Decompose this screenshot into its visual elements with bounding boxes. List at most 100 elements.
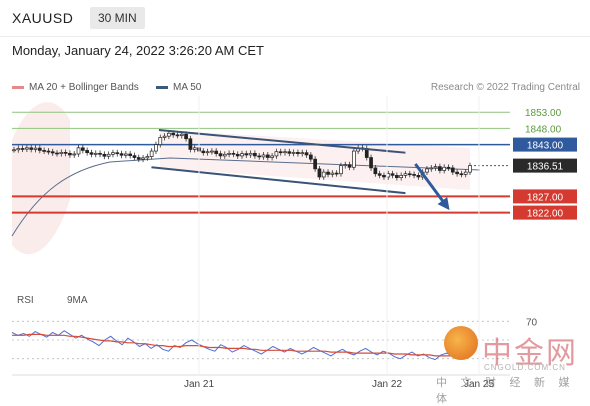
- bollinger-band-left: [12, 102, 70, 255]
- x-tick-label: Jan 21: [184, 379, 214, 390]
- candle-body: [261, 154, 266, 158]
- candle-body: [136, 157, 141, 160]
- candle-body: [416, 175, 421, 178]
- candle-body: [235, 153, 240, 157]
- candle-body: [351, 150, 356, 168]
- candle-body: [102, 153, 107, 157]
- candle-body: [274, 151, 279, 157]
- candle-body: [145, 156, 150, 159]
- legend-ma50: MA 50: [156, 82, 201, 93]
- candle-body: [210, 150, 214, 153]
- candle-body: [326, 171, 330, 175]
- candle-body: [317, 168, 322, 178]
- candle-body: [55, 152, 59, 155]
- candle-body: [154, 144, 158, 152]
- candle-body: [179, 133, 184, 136]
- current-price-label: 1836.51: [527, 162, 564, 173]
- candle-body: [240, 153, 244, 157]
- candle-body: [253, 152, 257, 157]
- legend-ma20-label: MA 20 + Bollinger Bands: [29, 82, 139, 93]
- candle-body: [412, 174, 416, 176]
- ma50-line: [11, 157, 481, 237]
- candle-body: [283, 151, 287, 154]
- candle-body: [171, 132, 176, 136]
- candle-body: [167, 132, 171, 137]
- candle-body: [407, 173, 412, 176]
- candle-body: [334, 172, 339, 175]
- candle-body: [399, 175, 404, 178]
- candle-body: [390, 173, 395, 176]
- candle-body: [162, 135, 167, 138]
- research-credit: Research © 2022 Trading Central: [430, 82, 580, 93]
- candle-body: [20, 148, 25, 150]
- level-label-1: 1848.00: [525, 124, 562, 135]
- candle-body: [119, 153, 124, 156]
- candle-body: [395, 175, 399, 178]
- legend-rsi: RSI: [12, 295, 34, 306]
- cngold-logo-icon: [444, 326, 478, 360]
- watermark-logo-text: 中金网: [482, 336, 578, 371]
- level-tag-3: [513, 189, 577, 204]
- forecast-arrow-shaft: [414, 163, 449, 209]
- candle-body: [257, 155, 262, 158]
- x-tick-label: Jan 25: [464, 379, 494, 390]
- level-label-4: 1822.00: [527, 209, 564, 220]
- watermark-url: CNGOLD.COM.CN: [484, 363, 566, 372]
- legend-rsi-label: RSI: [17, 295, 34, 306]
- channel-upper-line: [158, 129, 406, 154]
- candle-body: [455, 171, 459, 175]
- candle-body: [265, 154, 270, 158]
- candle-body: [222, 153, 227, 157]
- legend-ma20-swatch: [12, 86, 24, 89]
- candle-body: [291, 152, 296, 154]
- candle-body: [72, 153, 77, 156]
- candle-body: [300, 152, 305, 155]
- candle-body: [433, 166, 438, 169]
- candle-body: [25, 147, 29, 150]
- legend-ma50-label: MA 50: [173, 82, 202, 93]
- candle-body: [59, 152, 64, 155]
- legend-9ma: 9MA: [62, 295, 88, 306]
- level-tag-2: [513, 137, 577, 152]
- candle-body: [438, 166, 442, 171]
- candle-body: [313, 158, 317, 170]
- candle-body: [50, 151, 55, 154]
- candle-body: [287, 151, 292, 154]
- candle-body: [76, 147, 81, 155]
- level-label-2: 1843.00: [527, 141, 564, 152]
- candle-body: [343, 164, 348, 167]
- candle-body: [89, 152, 94, 155]
- candle-body: [214, 150, 219, 155]
- candle-body: [369, 157, 373, 169]
- candle-body: [339, 165, 343, 175]
- candle-body: [403, 173, 408, 176]
- level-tag-4: [513, 205, 577, 220]
- candle-body: [149, 150, 154, 157]
- candle-body: [429, 167, 434, 170]
- candle-body: [68, 152, 72, 156]
- current-price-tag: [513, 158, 577, 173]
- chart-datetime: Monday, January 24, 2022 3:26:20 AM CET: [12, 43, 264, 58]
- cngold-watermark: 中金网 CNGOLD.COM.CN 中 文 财 经 新 媒 体: [436, 326, 584, 405]
- candle-body: [80, 147, 85, 151]
- timeframe-button[interactable]: 30 MIN: [90, 7, 145, 29]
- candle-body: [459, 173, 464, 176]
- candle-body: [205, 151, 210, 154]
- candle-body: [175, 134, 180, 137]
- candle-body: [227, 152, 231, 155]
- candle-body: [33, 147, 38, 150]
- candle-body: [184, 133, 188, 140]
- candle-body: [128, 153, 133, 156]
- candle-body: [270, 155, 274, 158]
- candle-body: [278, 151, 283, 154]
- candle-body: [192, 147, 197, 150]
- candle-body: [123, 153, 128, 156]
- legend-ma50-swatch: [156, 86, 168, 89]
- chart-toolbar: XAUUSD 30 MIN: [0, 0, 590, 37]
- candle-body: [106, 153, 111, 157]
- candle-body: [158, 137, 163, 145]
- forecast-arrow-head: [437, 196, 450, 211]
- candle-body: [248, 152, 253, 156]
- candle-body: [382, 175, 386, 178]
